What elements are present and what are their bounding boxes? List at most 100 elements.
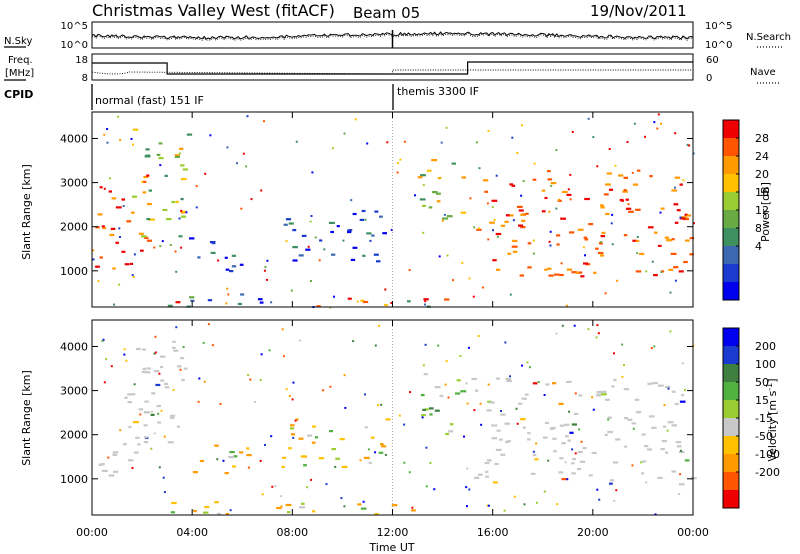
data-cell [210, 251, 216, 254]
data-cell [532, 178, 537, 181]
data-cell [110, 227, 116, 230]
data-cell [386, 141, 389, 144]
data-cell [486, 409, 492, 412]
data-cell [374, 210, 379, 213]
data-cell [492, 259, 497, 262]
data-cell [113, 470, 119, 473]
velocity-colorbar-label: Velocity [m s-1] [765, 378, 780, 461]
data-cell [150, 410, 153, 413]
data-cell [92, 258, 95, 261]
data-cell [280, 495, 283, 498]
data-cell [97, 280, 100, 283]
data-cell [414, 194, 416, 197]
data-cell [225, 512, 230, 516]
data-cell [378, 451, 384, 454]
colorbar-swatch [723, 400, 739, 419]
data-cell [434, 386, 441, 389]
data-cell [666, 239, 672, 242]
data-cell [474, 476, 480, 479]
data-cell [595, 247, 599, 250]
data-cell [150, 413, 155, 416]
data-cell [674, 132, 677, 135]
nave-trace [91, 69, 693, 75]
data-cell [560, 262, 563, 265]
data-cell [547, 170, 551, 173]
data-cell [179, 368, 182, 371]
data-cell [207, 299, 213, 302]
data-cell [624, 417, 629, 420]
data-cell [158, 466, 161, 469]
data-cell [376, 260, 381, 263]
data-cell [264, 444, 266, 446]
data-cell [614, 164, 617, 167]
data-cell [657, 476, 663, 479]
data-cell [378, 324, 381, 327]
data-cell [374, 344, 377, 347]
data-cell [582, 246, 585, 249]
colorbar-swatch [723, 436, 739, 455]
colorbar-tick-label: 20 [755, 168, 769, 181]
data-cell [679, 473, 682, 476]
data-cell [466, 505, 468, 508]
nave-tick-bottom: 0 [706, 73, 712, 84]
data-cell [641, 433, 646, 436]
data-cell [632, 427, 635, 430]
power-colorbar-label: Power [dB] [759, 182, 772, 242]
data-cell [107, 456, 110, 459]
data-cell [119, 429, 122, 432]
data-cell [180, 357, 185, 360]
data-cell [429, 413, 433, 416]
data-cell [370, 436, 375, 439]
data-cell [150, 447, 153, 450]
data-cell [154, 351, 157, 354]
data-cell [299, 506, 306, 509]
data-cell [425, 446, 428, 449]
data-cell [112, 267, 116, 270]
data-cell [285, 240, 288, 243]
data-cell [577, 467, 582, 471]
colorbar-tick-label: 200 [755, 340, 776, 353]
data-cell [246, 115, 249, 118]
data-cell [167, 304, 173, 307]
data-cell [362, 254, 366, 257]
data-cell [588, 223, 594, 226]
data-cell [459, 355, 462, 357]
colorbar-swatch [723, 328, 739, 347]
data-cell [133, 253, 136, 256]
data-cell [170, 416, 175, 419]
data-cell [550, 185, 553, 187]
data-cell [142, 191, 147, 194]
data-cell [352, 246, 358, 249]
data-cell [548, 210, 551, 213]
data-cell [260, 189, 263, 192]
data-cell [642, 460, 647, 463]
data-cell [307, 245, 310, 248]
data-cell [500, 410, 502, 412]
data-cell [445, 360, 448, 363]
data-cell [644, 445, 649, 448]
data-cell [652, 382, 658, 385]
data-cell [481, 286, 484, 289]
data-cell [571, 271, 577, 274]
data-cell [240, 207, 243, 210]
data-cell [403, 423, 406, 426]
data-cell [352, 340, 355, 343]
data-cell [259, 301, 264, 304]
data-cell [507, 440, 511, 443]
data-cell [288, 395, 291, 397]
data-cell [518, 224, 524, 227]
data-cell [446, 254, 449, 257]
data-cell [142, 348, 146, 351]
data-cell [665, 451, 669, 454]
data-cell [601, 231, 606, 234]
data-cell [343, 132, 346, 135]
data-cell [157, 412, 160, 415]
data-cell [681, 216, 688, 219]
data-cell [192, 471, 198, 474]
data-cell [240, 293, 245, 296]
data-cell [684, 213, 688, 216]
data-cell [178, 152, 181, 155]
ytick-label: 1000 [60, 473, 88, 486]
data-cell [145, 148, 150, 151]
data-cell [478, 227, 480, 230]
